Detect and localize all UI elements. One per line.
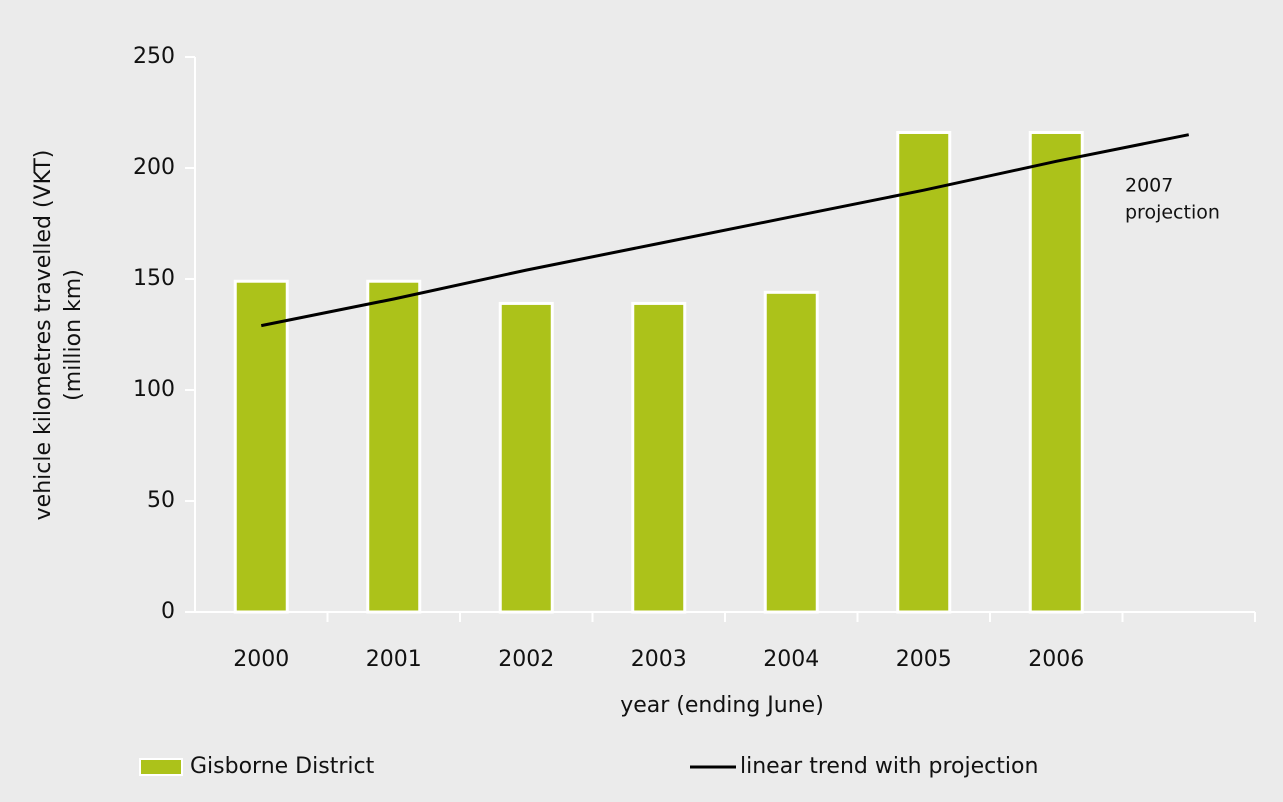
x-axis-label: year (ending June) (620, 693, 824, 718)
bar (763, 290, 819, 614)
x-tick-label: 2002 (498, 647, 554, 672)
x-tick-label: 2000 (233, 647, 289, 672)
y-axis-label: vehicle kilometres travelled (VKT) (31, 150, 56, 521)
legend-label: Gisborne District (190, 754, 375, 779)
y-tick-label: 150 (133, 266, 175, 291)
x-tick-label: 2006 (1028, 647, 1084, 672)
trend-line (260, 133, 1190, 328)
x-tick-label: 2001 (366, 647, 422, 672)
bar (896, 130, 952, 614)
bar (1028, 130, 1084, 614)
annotation: projection (1125, 202, 1220, 224)
x-tick-label: 2003 (631, 647, 687, 672)
annotation: 2007 (1125, 175, 1173, 197)
y-tick-label: 100 (133, 377, 175, 402)
y-tick-label: 50 (147, 488, 175, 513)
legend-label: linear trend with projection (740, 754, 1038, 779)
y-tick-label: 250 (133, 44, 175, 69)
bar (498, 301, 554, 614)
y-tick-label: 200 (133, 155, 175, 180)
y-axis-label: (million km) (61, 269, 86, 401)
y-tick-label: 0 (161, 599, 175, 624)
bar (233, 279, 289, 614)
x-tick-label: 2004 (763, 647, 819, 672)
bar (631, 301, 687, 614)
bar (366, 279, 422, 614)
x-tick-label: 2005 (896, 647, 952, 672)
legend-swatch (139, 758, 183, 776)
